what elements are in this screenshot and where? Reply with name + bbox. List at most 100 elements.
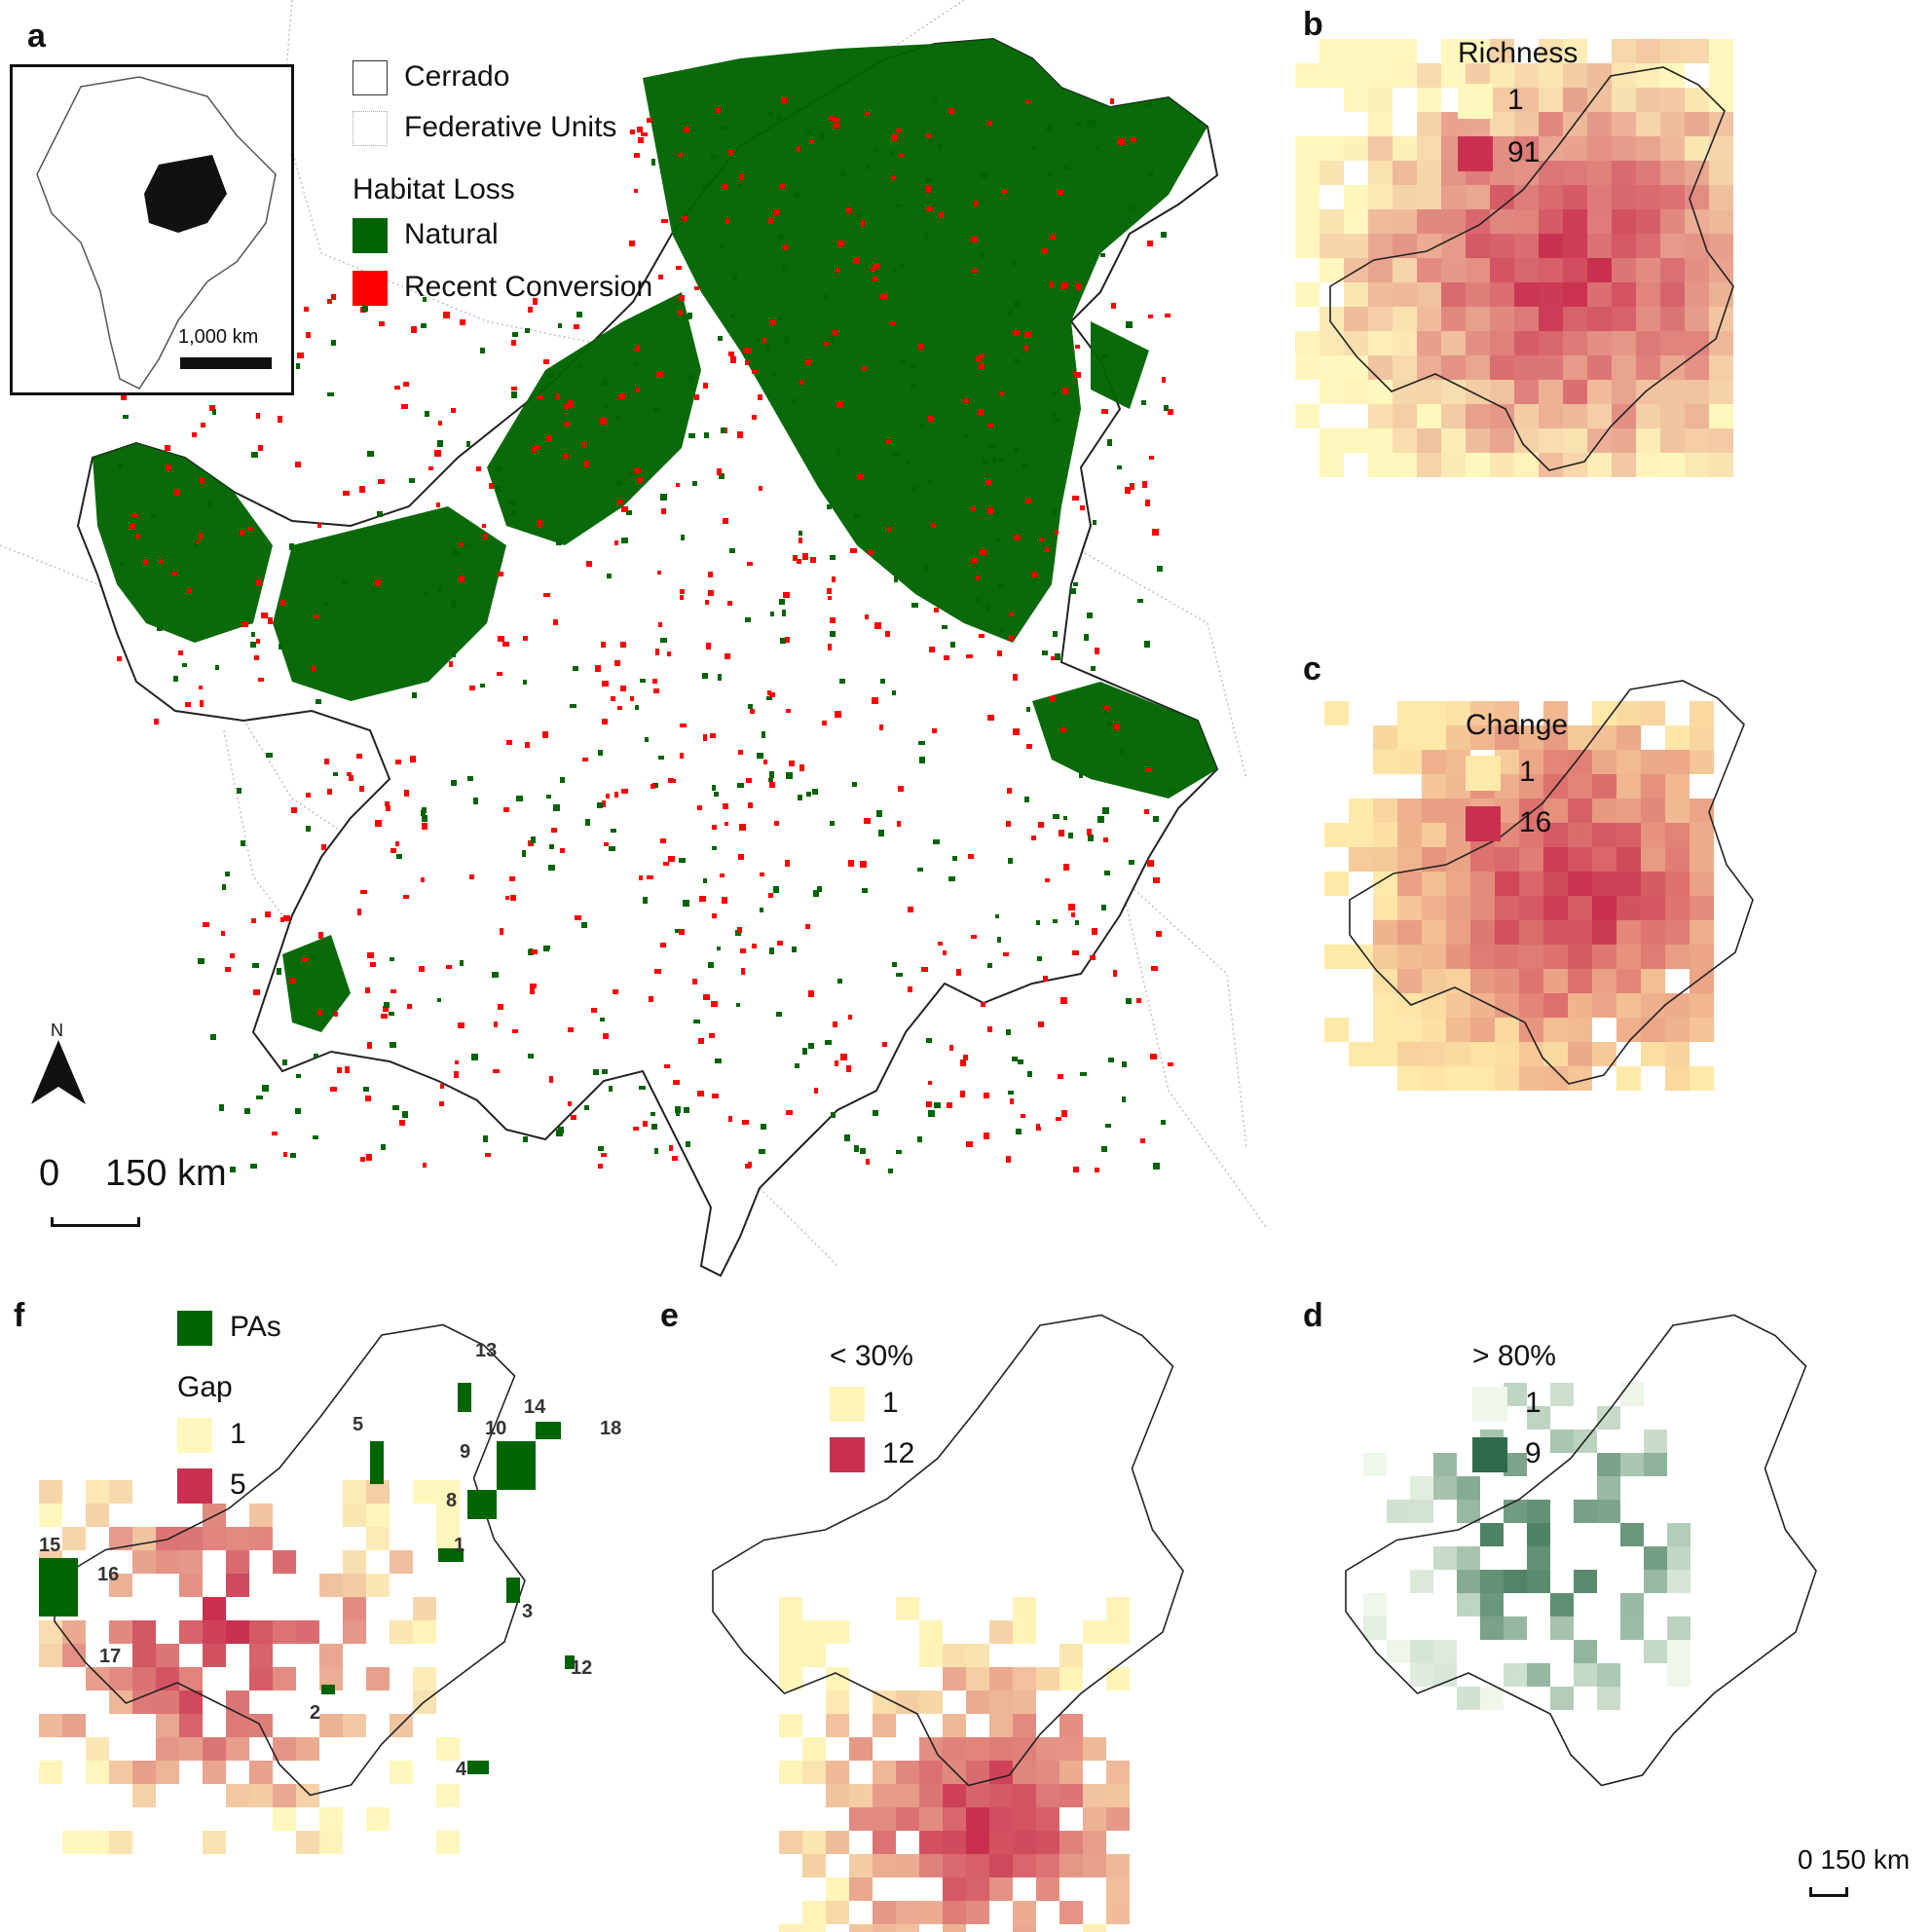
habitat-pixel: [1091, 666, 1096, 671]
gap-cell: [156, 1761, 179, 1784]
change-cell: [1690, 750, 1714, 774]
habitat-pixel: [357, 909, 361, 915]
habitat-pixel: [805, 359, 811, 365]
habitat-pixel: [530, 984, 537, 988]
richness-cell: [1539, 282, 1563, 307]
habitat-pixel: [669, 1145, 673, 1151]
richness-cell: [1539, 258, 1563, 282]
low-cover-cell: [826, 1901, 849, 1924]
habitat-pixel: [1145, 767, 1152, 772]
habitat-pixel: [349, 775, 353, 781]
richness-cell: [1417, 453, 1441, 477]
habitat-pixel: [331, 294, 336, 300]
change-cell: [1616, 799, 1641, 823]
high-cover-cell: [1387, 1500, 1410, 1523]
change-cell: [1690, 993, 1714, 1018]
low-cover-cell: [896, 1854, 919, 1877]
change-cell: [1397, 799, 1422, 823]
habitat-pixel: [1150, 1054, 1157, 1059]
habitat-pixel: [777, 941, 783, 946]
habitat-pixel: [651, 159, 655, 166]
habitat-pixel: [766, 696, 772, 700]
habitat-pixel: [712, 785, 716, 791]
habitat-pixel: [799, 531, 802, 536]
habitat-pixel: [244, 1108, 250, 1114]
low-cover-cell: [802, 1761, 826, 1784]
richness-cell: [1295, 185, 1319, 209]
habitat-pixel: [290, 1153, 296, 1158]
low-cover-cell: [1013, 1690, 1036, 1714]
habitat-pixel: [1129, 860, 1134, 865]
habitat-pixel: [831, 1112, 836, 1118]
change-cell: [1519, 872, 1543, 896]
habitat-pixel: [543, 946, 549, 951]
change-cell: [1568, 750, 1592, 774]
habitat-pixel: [512, 1029, 518, 1033]
habitat-pixel: [980, 549, 986, 555]
habitat-pixel: [1095, 147, 1099, 151]
habitat-pixel: [399, 1120, 405, 1126]
habitat-pixel: [932, 728, 937, 733]
high-cover-cell: [1480, 1616, 1504, 1640]
habitat-pixel: [896, 973, 903, 977]
habitat-pixel: [730, 356, 736, 363]
habitat-pixel: [403, 895, 409, 899]
richness-cell: [1441, 404, 1466, 428]
habitat-pixel: [265, 911, 271, 917]
habitat-pixel: [620, 686, 626, 691]
habitat-pixel: [892, 962, 897, 967]
panel-label-a: a: [27, 18, 46, 55]
richness-cell: [1417, 380, 1441, 404]
habitat-pixel: [174, 489, 180, 496]
richness-cell: [1368, 428, 1393, 453]
change-cell: [1446, 872, 1470, 896]
habitat-pixel: [684, 127, 689, 132]
richness-cell: [1539, 404, 1563, 428]
habitat-pixel: [154, 719, 159, 724]
habitat-pixel: [609, 1086, 613, 1092]
habitat-pixel: [906, 461, 910, 464]
low-cover-cell: [779, 1831, 802, 1854]
low-cover-cell: [802, 1854, 826, 1877]
change-cell: [1568, 920, 1592, 945]
habitat-pixel: [306, 826, 311, 832]
low-cover-cell: [896, 1597, 919, 1620]
habitat-pixel: [446, 965, 452, 969]
habitat-pixel: [1093, 520, 1096, 525]
legend-habitat-loss-title: Habitat Loss: [353, 173, 515, 205]
habitat-pixel: [1126, 321, 1133, 328]
change-cell: [1422, 945, 1446, 969]
habitat-pixel: [785, 637, 790, 643]
richness-cell: [1587, 355, 1612, 380]
habitat-pixel: [893, 452, 899, 458]
habitat-pixel: [657, 571, 661, 575]
habitat-pixel: [1063, 816, 1067, 820]
gap-cell: [366, 1527, 390, 1550]
habitat-pixel: [987, 121, 992, 126]
change-cell: [1592, 945, 1616, 969]
habitat-pixel: [1145, 500, 1150, 506]
habitat-pixel: [698, 1038, 704, 1044]
habitat-pixel: [676, 1109, 680, 1116]
gap-cell: [226, 1527, 249, 1550]
habitat-pixel: [887, 527, 891, 532]
habitat-pixel: [277, 968, 281, 975]
habitat-pixel: [683, 900, 689, 907]
change-cell: [1397, 725, 1422, 750]
habitat-pixel: [1056, 1117, 1061, 1121]
habitat-pixel: [638, 137, 644, 143]
change-cell: [1373, 725, 1397, 750]
low-cover-cell: [1059, 1644, 1083, 1667]
richness-cell: [1490, 39, 1514, 63]
habitat-pixel: [1117, 465, 1122, 469]
habitat-pixel: [1068, 833, 1073, 838]
richness-cell: [1612, 282, 1636, 307]
change-cell: [1397, 969, 1422, 993]
habitat-pixel: [687, 313, 692, 318]
richness-cell: [1514, 404, 1539, 428]
high-cover-cell: [1597, 1453, 1620, 1476]
richness-cell: [1563, 355, 1587, 380]
habitat-pixel: [1088, 835, 1094, 841]
habitat-pixel: [703, 383, 708, 389]
richness-cell: [1466, 307, 1490, 331]
